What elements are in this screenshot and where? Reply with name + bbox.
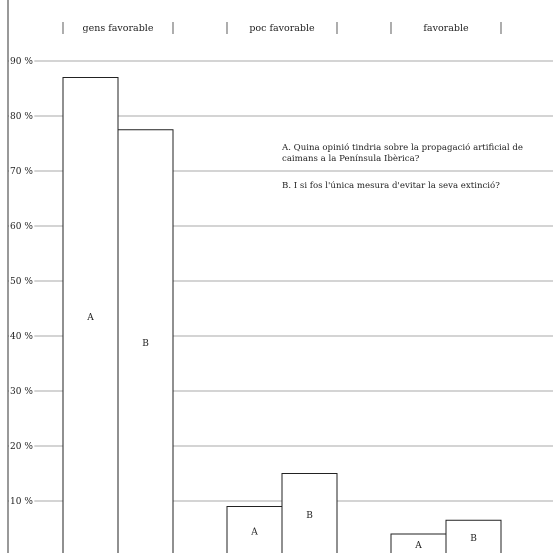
bar-series-label: A [250,527,258,537]
y-tick-label: 50 % [10,277,33,287]
y-tick-label-bg [9,112,35,122]
y-tick-label: 80 % [10,112,33,122]
bars: A B A B A B [62,77,502,553]
bar-b [281,473,338,553]
bar-series-label: B [306,511,313,521]
y-tick-label-bg [9,332,35,342]
bar-b [445,519,502,553]
annotation-question-b: B. I si fos l'única mesura d'evitar la s… [282,181,544,192]
y-tick-label: 10 % [10,497,33,507]
bar-series-label: B [470,534,477,544]
bar-b [117,129,174,553]
category-labels: gens favorable poc favorable favorable [62,22,502,34]
y-tick-label-bg [9,497,35,507]
category-label: favorable [423,23,469,34]
y-tick-label: 60 % [10,222,33,232]
y-tick-label-bg [9,277,35,287]
y-tick-label: 90 % [10,57,33,67]
category-label: poc favorable [249,23,315,34]
bar-series-label: A [86,313,94,323]
y-tick-label: 40 % [10,332,33,342]
category-label: gens favorable [83,23,154,34]
y-tick-label-bg [9,57,35,67]
annotation-question-a: A. Quina opinió tindria sobre la propaga… [282,143,544,164]
y-tick-label-bg [9,442,35,452]
bar-series-label: A [414,541,422,551]
bar-a [226,506,283,553]
y-tick-label-bg [9,222,35,232]
y-tick-label-bg [9,387,35,397]
y-tick-label: 30 % [10,387,33,397]
y-tick-label: 70 % [10,167,33,177]
bar-series-label: B [142,339,149,349]
y-tick-label-bg [9,167,35,177]
y-tick-label: 20 % [10,442,33,452]
y-axis: 90 % 80 % 70 % 60 % 50 % 40 % 30 % 20 % 10 % [7,0,35,553]
